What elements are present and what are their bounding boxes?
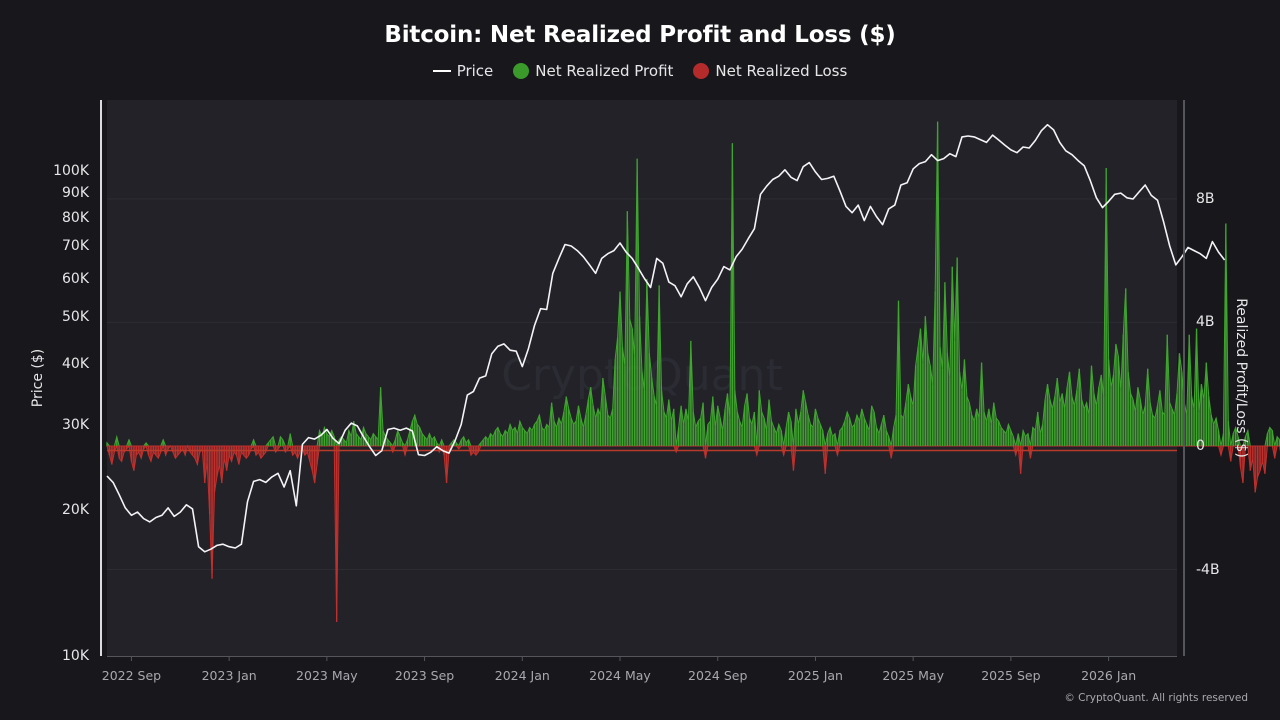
y-left-tick-label: 80K bbox=[62, 209, 89, 226]
x-axis-ticks bbox=[130, 656, 1110, 661]
legend-label-price: Price bbox=[456, 62, 494, 80]
price-line bbox=[106, 123, 1226, 553]
x-tick-label: 2025 May bbox=[882, 668, 944, 683]
y-left-tick-label: 90K bbox=[62, 185, 89, 202]
pnl-series bbox=[106, 121, 1280, 623]
x-tick-label: 2025 Jan bbox=[787, 668, 843, 683]
y-right-tick-label: 4B bbox=[1196, 314, 1215, 331]
y-left-tick-label: 40K bbox=[62, 355, 89, 372]
x-tick-label: 2026 Jan bbox=[1081, 668, 1137, 683]
x-tick-label: 2023 Sep bbox=[394, 668, 455, 683]
chart-title: Bitcoin: Net Realized Profit and Loss ($… bbox=[384, 22, 896, 48]
y-left-tick-label: 60K bbox=[62, 270, 89, 287]
x-tick-label: 2023 May bbox=[296, 668, 358, 683]
x-tick-label: 2022 Sep bbox=[101, 668, 162, 683]
x-tick-label: 2024 Jan bbox=[494, 668, 550, 683]
legend-item-loss[interactable]: Net Realized Loss bbox=[693, 62, 847, 80]
y-left-tick-label: 10K bbox=[62, 648, 89, 664]
y-left-tick-label: 20K bbox=[62, 501, 89, 518]
copyright-notice: © CryptoQuant. All rights reserved bbox=[1064, 692, 1248, 704]
y-right-tick-label: -4B bbox=[1196, 561, 1220, 578]
y-right-tick-label: 0 bbox=[1196, 437, 1205, 454]
x-tick-label: 2025 Sep bbox=[981, 668, 1041, 683]
legend-item-price[interactable]: Price bbox=[432, 62, 494, 80]
y-axis-right-label: Realized Profit/Loss ($) bbox=[1233, 298, 1249, 458]
x-tick-label: 2024 May bbox=[589, 668, 651, 683]
y-right-tick-label: 8B bbox=[1196, 190, 1215, 207]
legend-label-loss: Net Realized Loss bbox=[715, 62, 848, 80]
legend-item-profit[interactable]: Net Realized Profit bbox=[513, 62, 673, 80]
x-tick-label: 2024 Sep bbox=[688, 668, 748, 683]
legend: Price Net Realized Profit Net Realized L… bbox=[0, 62, 1280, 80]
y-axis-left-label: Price ($) bbox=[30, 348, 46, 408]
price-line-icon bbox=[432, 70, 451, 72]
legend-label-profit: Net Realized Profit bbox=[535, 62, 674, 80]
loss-dot-icon bbox=[693, 63, 710, 79]
x-tick-label: 2023 Jan bbox=[201, 668, 257, 683]
y-left-tick-label: 70K bbox=[62, 238, 89, 255]
y-left-tick-label: 30K bbox=[62, 416, 89, 433]
y-left-tick-label: 50K bbox=[62, 308, 89, 325]
profit-dot-icon bbox=[513, 63, 530, 79]
y-left-tick-label: 100K bbox=[53, 162, 89, 179]
